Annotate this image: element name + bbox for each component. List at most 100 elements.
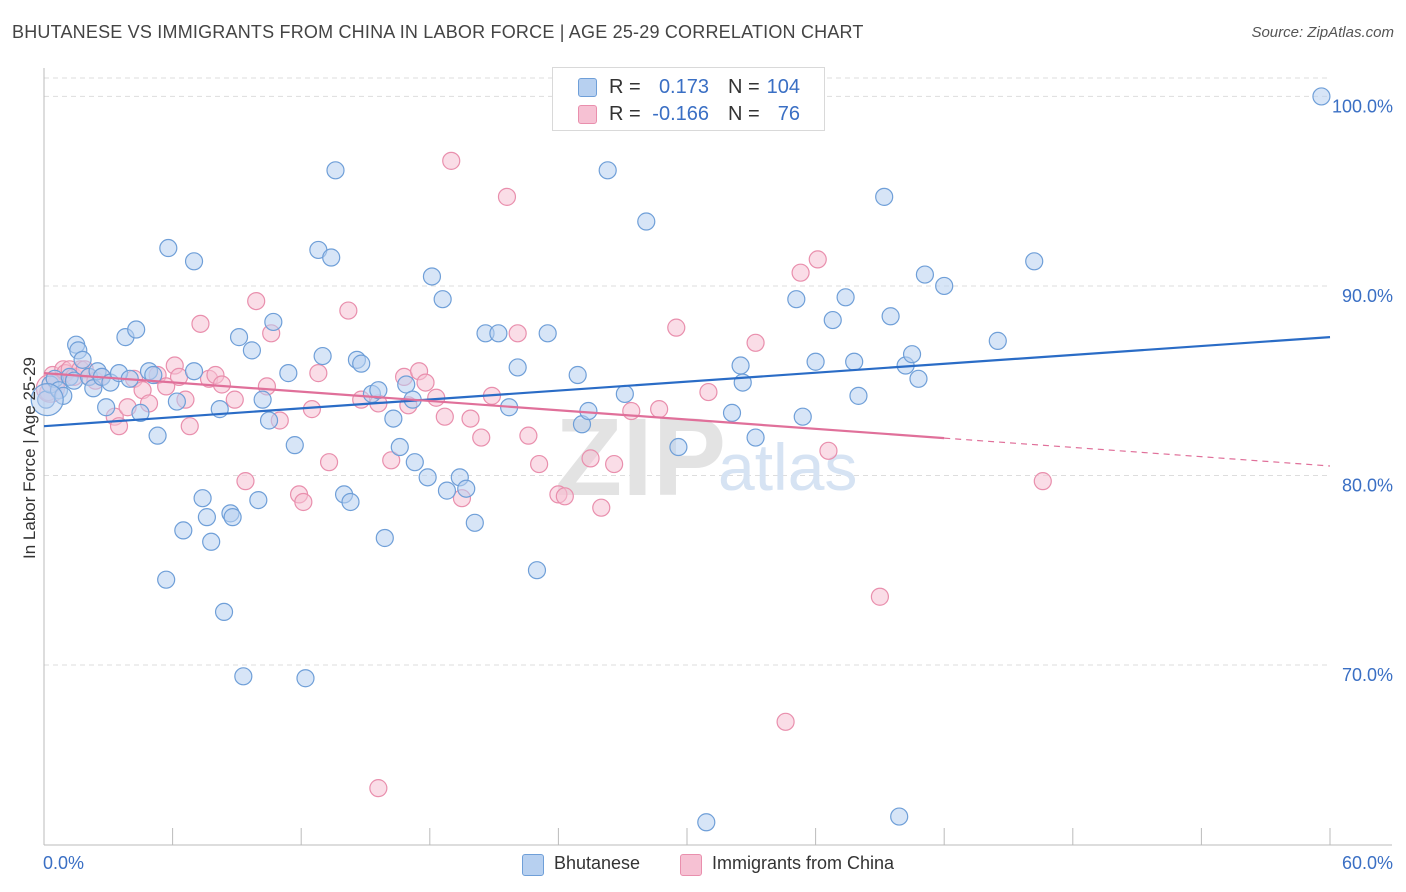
data-point: [339, 301, 358, 320]
data-point: [530, 454, 549, 474]
data-point: [722, 403, 742, 423]
data-point: [667, 318, 686, 337]
data-point: [390, 437, 409, 457]
data-point: [202, 532, 221, 551]
data-point: [581, 449, 600, 468]
series-bhutanese-points: [30, 87, 1331, 832]
data-point: [369, 779, 388, 798]
data-point: [223, 508, 242, 527]
data-point: [605, 454, 624, 474]
n-value: 104: [766, 76, 800, 98]
data-point: [489, 324, 508, 343]
data-point: [909, 369, 928, 388]
data-point: [184, 252, 204, 271]
data-point: [159, 238, 178, 258]
data-point: [988, 331, 1007, 350]
data-point: [167, 392, 186, 411]
data-point: [382, 451, 401, 470]
data-point: [144, 365, 163, 385]
data-point: [461, 409, 480, 428]
data-point: [791, 263, 810, 282]
data-point: [309, 364, 328, 383]
trend-lines: [43, 336, 1331, 467]
data-point: [319, 453, 339, 472]
data-point: [253, 390, 272, 409]
trend-line-immigrants-from-china: [43, 372, 945, 440]
data-point: [902, 345, 922, 364]
data-point: [442, 151, 461, 170]
data-point: [465, 513, 484, 532]
data-point: [180, 417, 199, 436]
data-point: [637, 212, 656, 231]
series-legend: Bhutanese Immigrants from China: [0, 852, 1406, 878]
chart-title: BHUTANESE VS IMMIGRANTS FROM CHINA IN LA…: [12, 22, 864, 42]
data-point: [776, 712, 795, 731]
data-point: [836, 288, 855, 307]
data-point: [508, 358, 527, 377]
data-point: [418, 468, 437, 487]
data-point: [405, 453, 424, 472]
data-point: [592, 498, 611, 517]
data-point: [508, 324, 527, 343]
stats-legend: R = 0.173 N = 104 R = -0.166 N = 76: [552, 67, 825, 131]
data-point: [148, 426, 167, 445]
data-point: [1312, 87, 1331, 106]
r-value: 0.173: [658, 76, 709, 98]
data-point: [229, 328, 249, 347]
data-point: [845, 352, 864, 371]
pink-swatch-icon: [680, 854, 702, 876]
data-point: [697, 813, 716, 832]
data-point: [615, 384, 634, 404]
data-point: [935, 276, 954, 296]
data-point: [416, 373, 435, 392]
data-point: [214, 602, 234, 622]
data-point: [849, 386, 868, 405]
data-point: [184, 362, 204, 381]
data-point: [1025, 252, 1044, 271]
data-point: [568, 365, 587, 385]
y-tick-label: 100.0%: [1332, 96, 1393, 116]
legend-label-bhutanese: Bhutanese: [554, 853, 641, 873]
data-point: [247, 292, 266, 311]
data-point: [279, 364, 298, 383]
data-point: [242, 341, 262, 360]
data-point: [193, 489, 212, 508]
cluster-point: [30, 383, 64, 417]
data-point: [264, 312, 283, 332]
data-point: [731, 356, 750, 375]
data-point: [538, 324, 557, 343]
data-point: [397, 375, 416, 394]
y-tick-label: 70.0%: [1342, 665, 1393, 685]
data-point: [669, 437, 688, 457]
data-point: [131, 403, 150, 423]
data-point: [384, 409, 403, 428]
data-point: [497, 187, 517, 206]
data-point: [234, 667, 253, 686]
data-point: [457, 479, 476, 498]
watermark-atlas: atlas: [718, 430, 857, 504]
axes: [43, 68, 1392, 846]
y-axis-label: In Labor Force | Age 25-29: [20, 357, 39, 559]
pink-swatch-icon: [578, 105, 597, 124]
data-point: [527, 561, 547, 580]
data-point: [808, 250, 827, 269]
data-point: [875, 187, 894, 206]
data-point: [746, 333, 765, 352]
r-label: R =: [609, 76, 641, 98]
data-point: [890, 807, 909, 826]
data-point: [746, 428, 765, 447]
tick-labels: 70.0% 80.0% 90.0% 100.0% 0.0% 60.0%: [43, 96, 1393, 873]
data-point: [435, 407, 454, 426]
data-point: [787, 290, 806, 309]
data-point: [73, 350, 92, 369]
data-point: [472, 428, 491, 447]
y-tick-label: 90.0%: [1342, 286, 1393, 306]
source-label: Source: ZipAtlas.com: [1251, 24, 1394, 41]
series-immigrants-from-china-points: [35, 87, 1052, 798]
n-value: 76: [777, 103, 800, 125]
trend-line-extension: [944, 437, 1331, 467]
data-point: [127, 320, 146, 339]
data-point: [313, 346, 332, 366]
data-point: [699, 382, 718, 402]
data-point: [296, 669, 315, 688]
